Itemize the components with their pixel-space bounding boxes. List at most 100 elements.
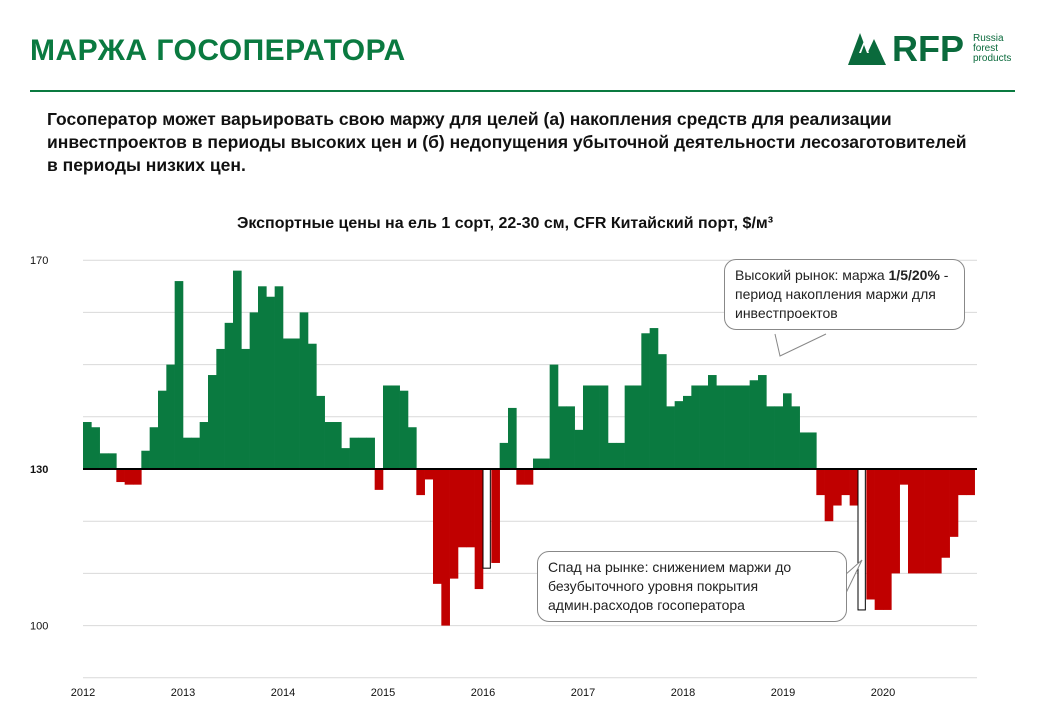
bar bbox=[274, 286, 284, 469]
x-tick-label: 2013 bbox=[171, 687, 195, 699]
callout-high-market: Высокий рынок: маржа 1/5/20% - период на… bbox=[724, 259, 965, 330]
bar bbox=[866, 469, 875, 600]
bar bbox=[349, 437, 359, 469]
bar bbox=[299, 312, 309, 469]
bar bbox=[91, 427, 100, 469]
bar bbox=[791, 406, 800, 469]
bar bbox=[949, 469, 959, 537]
bar bbox=[816, 469, 825, 496]
header-divider bbox=[30, 90, 1015, 92]
bar bbox=[708, 375, 717, 469]
bar bbox=[266, 296, 275, 469]
bar bbox=[316, 395, 325, 469]
x-tick-label: 2014 bbox=[271, 687, 295, 699]
page-title: МАРЖА ГОСОПЕРАТОРА bbox=[30, 34, 406, 67]
bar bbox=[308, 343, 317, 469]
bar bbox=[133, 469, 142, 485]
y-tick-label: 130 bbox=[30, 464, 48, 476]
bar bbox=[666, 406, 675, 469]
bar bbox=[758, 375, 767, 469]
bar bbox=[116, 469, 125, 483]
y-tick-label: 170 bbox=[30, 255, 48, 267]
bar bbox=[124, 469, 134, 485]
bar bbox=[208, 375, 217, 469]
bar bbox=[499, 442, 509, 469]
bar bbox=[341, 448, 350, 469]
bar bbox=[891, 469, 900, 574]
x-tick-label: 2018 bbox=[671, 687, 695, 699]
bar bbox=[641, 333, 650, 469]
bar bbox=[899, 469, 909, 485]
bar bbox=[183, 437, 192, 469]
bar bbox=[99, 453, 109, 469]
bar bbox=[733, 385, 742, 469]
x-tick-label: 2015 bbox=[371, 687, 395, 699]
bar bbox=[924, 469, 934, 574]
bar bbox=[966, 469, 975, 496]
bar bbox=[508, 407, 517, 469]
bar bbox=[749, 380, 759, 469]
bar bbox=[374, 469, 384, 490]
bar bbox=[908, 469, 917, 574]
bar bbox=[574, 429, 584, 469]
bar bbox=[241, 348, 250, 469]
bar bbox=[333, 422, 342, 469]
bar bbox=[649, 328, 659, 469]
bar bbox=[699, 385, 709, 469]
bar bbox=[474, 469, 484, 590]
trees-icon bbox=[848, 33, 886, 65]
bar bbox=[958, 469, 967, 496]
bar bbox=[599, 385, 609, 469]
bar bbox=[249, 312, 259, 469]
intro-text: Госоператор может варьировать свою маржу… bbox=[47, 109, 967, 175]
bar bbox=[558, 406, 567, 469]
bar bbox=[541, 458, 550, 469]
bar bbox=[416, 469, 425, 496]
bar bbox=[716, 385, 725, 469]
bar bbox=[449, 469, 459, 579]
bar bbox=[216, 348, 225, 469]
bar bbox=[441, 469, 450, 626]
bar bbox=[424, 469, 434, 480]
bar bbox=[391, 385, 400, 469]
bar bbox=[533, 458, 542, 469]
bar bbox=[591, 385, 600, 469]
bar bbox=[191, 437, 200, 469]
bar bbox=[841, 469, 850, 496]
bar bbox=[466, 469, 475, 548]
callout-low-market: Спад на рынке: снижением маржи до безубы… bbox=[537, 551, 847, 622]
bar bbox=[857, 468, 866, 611]
bar bbox=[399, 390, 409, 469]
bar bbox=[774, 406, 784, 469]
bar bbox=[766, 406, 775, 469]
bar bbox=[849, 469, 859, 506]
bar bbox=[358, 437, 367, 469]
bar bbox=[566, 406, 575, 469]
bar bbox=[941, 469, 950, 558]
bar bbox=[366, 437, 375, 469]
bar bbox=[824, 469, 834, 522]
callout-pointer bbox=[774, 333, 827, 357]
bar bbox=[608, 442, 617, 469]
x-tick-label: 2017 bbox=[571, 687, 595, 699]
bar bbox=[491, 469, 500, 563]
x-tick-label: 2012 bbox=[71, 687, 95, 699]
y-tick-label: 100 bbox=[30, 621, 48, 633]
callout-pointer bbox=[844, 559, 863, 596]
bar bbox=[83, 422, 92, 469]
bar bbox=[783, 393, 792, 469]
bar bbox=[691, 385, 700, 469]
bar bbox=[799, 432, 809, 469]
bar bbox=[658, 354, 667, 469]
bar bbox=[874, 469, 884, 610]
bar bbox=[724, 385, 734, 469]
bar bbox=[199, 422, 209, 469]
bar bbox=[624, 385, 634, 469]
bar bbox=[166, 364, 175, 469]
logo-tagline: Russia forest products bbox=[973, 33, 1012, 64]
bar bbox=[433, 469, 442, 584]
bar bbox=[583, 385, 592, 469]
chart-title: Экспортные цены на ель 1 сорт, 22-30 см,… bbox=[236, 215, 774, 232]
bar bbox=[633, 385, 642, 469]
x-tick-label: 2019 bbox=[771, 687, 795, 699]
